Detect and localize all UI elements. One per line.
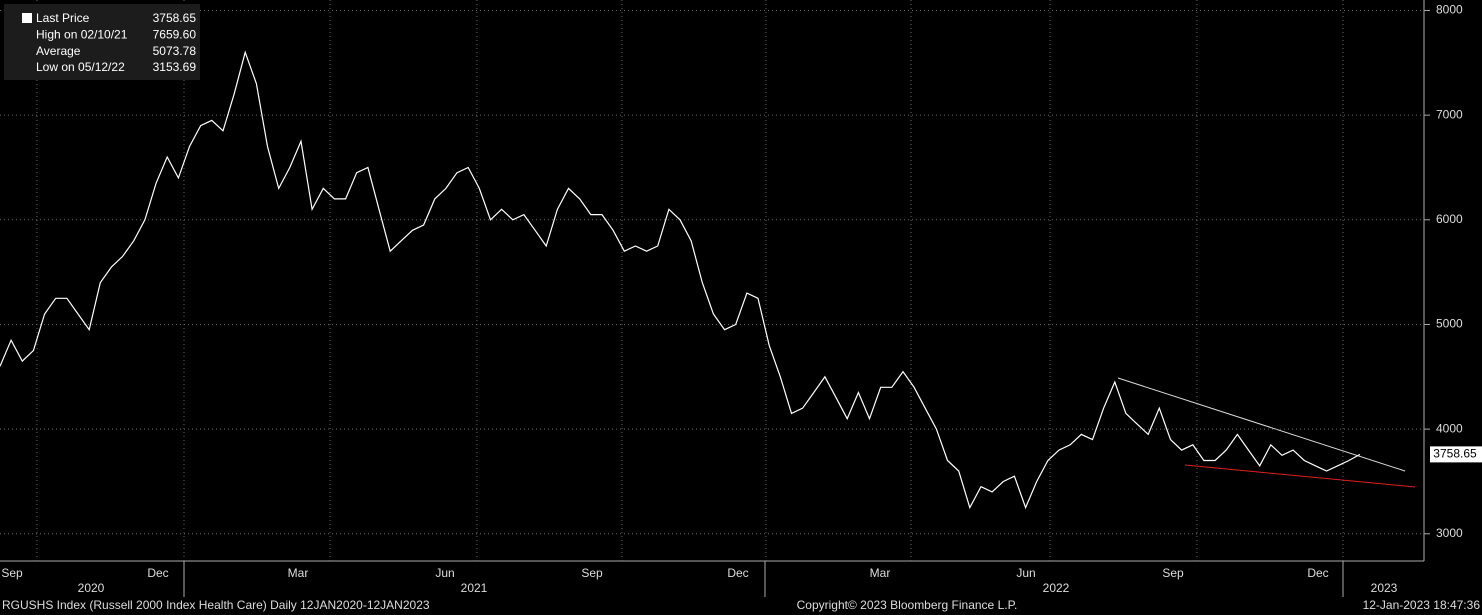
y-tick-label: 7000 <box>1436 107 1463 121</box>
legend-value: 3758.65 <box>153 11 197 25</box>
legend-label: Last Price <box>36 11 90 25</box>
year-label: 2022 <box>1043 581 1070 595</box>
footer-center: Copyright© 2023 Bloomberg Finance L.P. <box>797 598 1018 612</box>
x-tick-label: Dec <box>1307 566 1328 580</box>
x-tick-label: Mar <box>288 566 309 580</box>
legend-label: High on 02/10/21 <box>36 27 128 41</box>
x-tick-label: Jun <box>435 566 454 580</box>
support-trendline <box>1184 464 1416 488</box>
x-tick-label: Mar <box>870 566 891 580</box>
last-price-tag <box>1430 446 1482 463</box>
year-label: 2023 <box>1371 581 1398 595</box>
legend-box <box>4 4 200 80</box>
legend-value: 5073.78 <box>153 44 197 58</box>
x-tick-label: Sep <box>1 566 23 580</box>
y-tick-label: 3000 <box>1436 526 1463 540</box>
footer-right: 12-Jan-2023 18:47:36 <box>1363 598 1481 612</box>
price-line <box>0 50 1361 510</box>
y-tick-label: 4000 <box>1436 421 1463 435</box>
x-tick-label: Sep <box>581 566 603 580</box>
year-label: 2020 <box>78 581 105 595</box>
legend-value: 3153.69 <box>153 60 197 74</box>
legend-value: 7659.60 <box>153 27 197 41</box>
legend-swatch <box>22 13 32 23</box>
y-tick-label: 8000 <box>1436 3 1463 17</box>
x-tick-label: Sep <box>1162 566 1184 580</box>
footer-left: RGUSHS Index (Russell 2000 Index Health … <box>2 598 430 612</box>
y-tick-label: 6000 <box>1436 212 1463 226</box>
x-tick-label: Jun <box>1016 566 1035 580</box>
x-tick-label: Dec <box>147 566 168 580</box>
year-label: 2021 <box>461 581 488 595</box>
x-tick-label: Dec <box>727 566 748 580</box>
legend-label: Low on 05/12/22 <box>36 60 125 74</box>
resistance-trendline <box>1117 377 1406 472</box>
legend-label: Average <box>36 44 81 58</box>
last-price-label: 3758.65 <box>1433 447 1477 461</box>
legend: Last Price 3758.65 High on 02/10/21 7659.60… <box>4 4 200 80</box>
y-tick-label: 5000 <box>1436 317 1463 331</box>
